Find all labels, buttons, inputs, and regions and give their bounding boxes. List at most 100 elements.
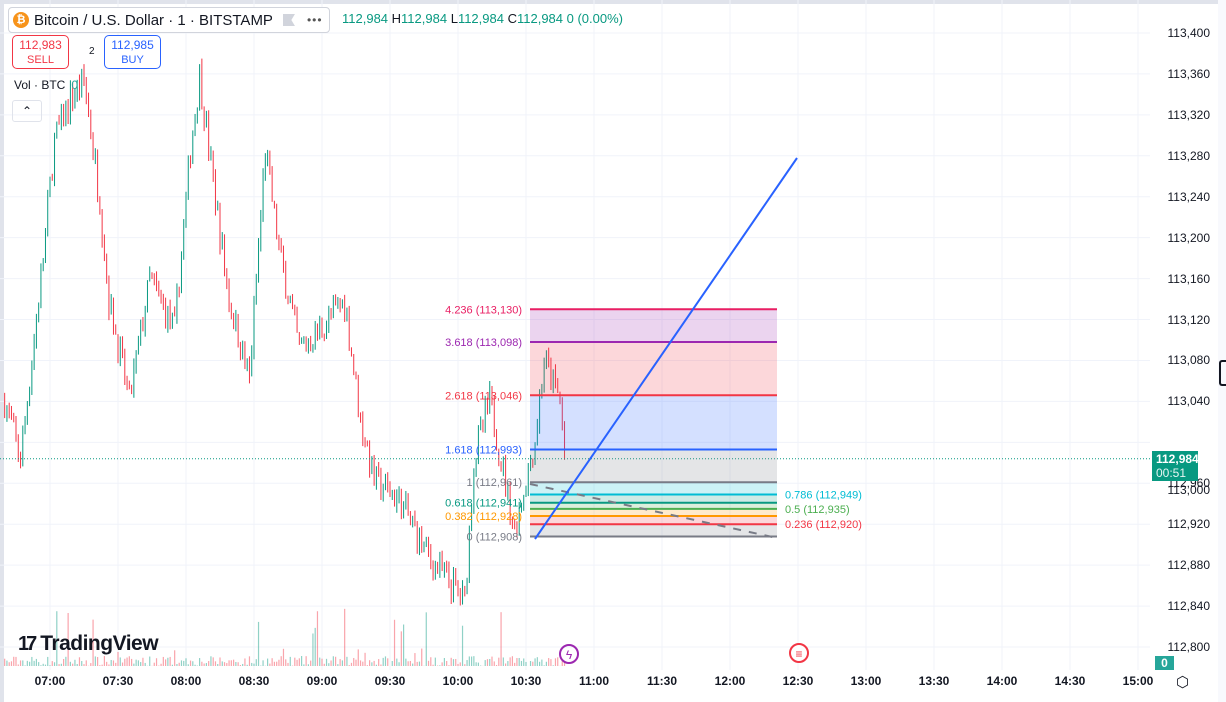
lightning-icon[interactable]: ϟ (559, 644, 579, 664)
volume-bar (418, 661, 421, 666)
volume-bar (346, 656, 348, 666)
volume-bar (90, 663, 92, 666)
fib-level-label: 3.618 (113,098) (445, 337, 522, 349)
fib-level-label: 0 (112,908) (467, 531, 522, 543)
volume-bar (505, 663, 507, 666)
price-tick-label: 113,400 (1167, 26, 1211, 40)
volume-bar (452, 659, 455, 666)
volume-bar (335, 656, 337, 666)
scroll-handle[interactable] (1219, 360, 1226, 386)
volume-bar (208, 661, 210, 666)
volume-bar (554, 658, 557, 666)
volume-bar (461, 625, 464, 666)
volume-bar (210, 656, 212, 666)
buy-button[interactable]: 112,985 BUY (104, 35, 161, 69)
volume-bar (101, 664, 103, 666)
volume-bar (493, 661, 495, 666)
volume-bar (301, 656, 303, 666)
volume-bar (131, 658, 133, 666)
symbol-legend[interactable]: ₿ Bitcoin / U.S. Dollar · 1 · BITSTAMP •… (8, 7, 330, 33)
volume-bar (523, 658, 525, 666)
volume-bar (495, 664, 498, 666)
volume-bar (280, 656, 282, 666)
volume-bar (244, 658, 246, 666)
volume-bar (448, 665, 450, 666)
volume-bar (106, 661, 108, 666)
volume-bar (239, 665, 241, 666)
volume-bar (344, 608, 346, 666)
volume-bar (557, 657, 559, 666)
volume-bar (412, 663, 414, 666)
price-tick-label: 112,880 (1167, 558, 1211, 573)
volume-bar (314, 627, 316, 666)
volume-bar (325, 658, 328, 666)
scrollbar[interactable] (1218, 0, 1226, 702)
volume-bar (214, 661, 217, 666)
volume-bar (366, 665, 368, 666)
volume-bar (446, 660, 448, 666)
volume-bar (97, 657, 99, 666)
volume-badge: 0 (1155, 656, 1174, 670)
time-tick-label: 11:30 (646, 674, 678, 688)
volume-bar (416, 661, 418, 666)
flag-icon[interactable] (282, 14, 295, 26)
price-axis[interactable]: 113,400 113,360 113,320 113,280 113,240 113,2… (1150, 0, 1218, 670)
settings-gear-icon[interactable]: ⬡ (1176, 674, 1190, 691)
volume-bar (108, 664, 110, 666)
volume-bar (140, 662, 142, 666)
volume-bar (22, 660, 24, 666)
more-icon[interactable]: ••• (306, 13, 323, 27)
symbol-title: Bitcoin / U.S. Dollar · 1 · BITSTAMP (34, 11, 273, 29)
us-flag-icon[interactable]: ≡ (789, 643, 809, 663)
price-tick-label: 112,840 (1167, 599, 1211, 614)
volume-bar (407, 661, 409, 666)
volume-bar (126, 657, 128, 666)
volume-bar (144, 662, 146, 666)
volume-bar (561, 660, 563, 666)
volume-bar (223, 662, 226, 666)
volume-bar (425, 612, 427, 666)
volume-bar (271, 658, 273, 666)
volume-bar (287, 662, 289, 666)
volume-bar (40, 665, 42, 666)
tradingview-logo[interactable]: 17 TradingView (18, 632, 159, 655)
volume-bar (430, 657, 432, 666)
volume-bar (49, 665, 51, 666)
volume-bar (137, 660, 139, 666)
volume-bar (85, 660, 87, 666)
time-tick-label: 09:00 (306, 674, 338, 688)
volume-bar (176, 664, 178, 666)
volume-bar (550, 659, 552, 666)
collapse-legend-button[interactable]: ⌃ (12, 100, 42, 122)
sell-button[interactable]: 112,983 SELL (12, 35, 69, 69)
volume-bar (8, 662, 10, 666)
volume-bar (180, 660, 183, 666)
fib-zone (530, 502, 777, 509)
volume-bar (427, 660, 430, 666)
volume-bar (534, 658, 536, 666)
time-tick-label: 11:00 (578, 674, 610, 688)
price-tick-label: 113,080 (1167, 353, 1211, 368)
time-axis[interactable]: 07:00 07:30 08:00 08:30 09:00 09:30 10:00 10:30… (0, 670, 1154, 702)
chart-plot[interactable]: 4.236 (113,130) 3.618 (113,098) 2.618 (113… (0, 0, 1150, 670)
volume-bar (468, 656, 470, 666)
time-tick-label: 07:00 (34, 674, 66, 688)
price-tick-label: 112,920 (1167, 517, 1211, 532)
volume-bar (355, 659, 357, 666)
volume-bar (4, 658, 6, 666)
volume-bar (44, 664, 47, 666)
volume-bar (316, 611, 319, 666)
volume-bar (65, 656, 67, 666)
volume-bar (337, 664, 339, 666)
volume-bar (203, 663, 205, 666)
volume-bar (194, 664, 196, 666)
volume-bar (516, 658, 518, 666)
volume-bar (464, 664, 466, 666)
volume-bar (76, 664, 78, 666)
price-tick-label: 112,800 (1167, 640, 1211, 654)
volume-bar (491, 656, 493, 666)
time-tick-label: 09:30 (374, 674, 406, 688)
price-tick-label: 113,240 (1167, 189, 1211, 204)
volume-bar (242, 663, 244, 666)
volume-bar (548, 658, 550, 666)
